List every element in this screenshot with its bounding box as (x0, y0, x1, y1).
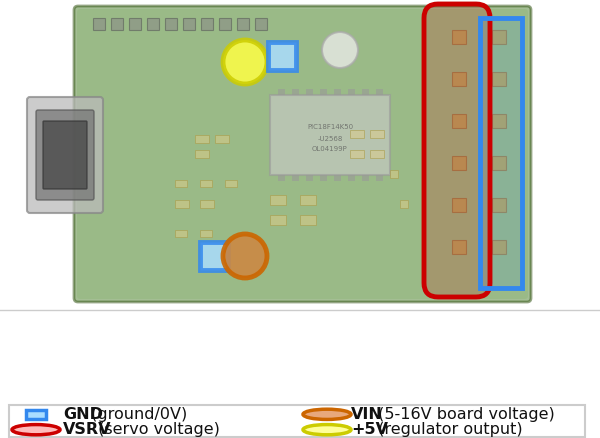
Bar (452, 156, 466, 170)
Bar (292, 89, 299, 95)
FancyBboxPatch shape (77, 9, 528, 299)
Bar (362, 175, 369, 181)
Bar (225, 180, 237, 187)
Bar (400, 200, 408, 208)
Bar (255, 18, 267, 30)
Bar (334, 175, 341, 181)
Text: VIN: VIN (351, 407, 383, 422)
Bar (452, 114, 466, 128)
Bar (175, 230, 187, 237)
Bar (165, 18, 177, 30)
Bar (492, 30, 506, 44)
Circle shape (12, 424, 60, 435)
Bar (111, 18, 123, 30)
Bar (268, 42, 296, 70)
Bar (270, 215, 286, 225)
Bar (452, 30, 466, 44)
Bar (201, 18, 213, 30)
Bar (278, 175, 285, 181)
Bar (480, 18, 522, 288)
Text: GND: GND (63, 407, 103, 422)
Bar (270, 195, 286, 205)
Bar (278, 89, 285, 95)
FancyBboxPatch shape (27, 97, 103, 213)
Bar (480, 18, 522, 288)
Text: OL04199P: OL04199P (312, 146, 348, 152)
Circle shape (303, 424, 351, 435)
Text: (regulator output): (regulator output) (373, 422, 523, 437)
Text: VSRV: VSRV (63, 422, 112, 437)
Bar (306, 175, 313, 181)
Bar (350, 150, 364, 158)
Circle shape (303, 409, 351, 420)
Bar (26, 410, 46, 419)
Bar (362, 89, 369, 95)
Bar (175, 200, 189, 208)
Bar (129, 18, 141, 30)
Text: +5V: +5V (351, 422, 388, 437)
Bar (183, 18, 195, 30)
Bar (320, 89, 327, 95)
FancyBboxPatch shape (36, 110, 94, 200)
Bar (195, 135, 209, 143)
Bar (492, 114, 506, 128)
Bar (452, 240, 466, 254)
Bar (195, 150, 209, 158)
Bar (237, 18, 249, 30)
Bar (147, 18, 159, 30)
Bar (200, 180, 212, 187)
Bar (93, 18, 105, 30)
Bar (452, 72, 466, 86)
FancyBboxPatch shape (74, 6, 531, 302)
Bar (200, 242, 228, 270)
Bar (219, 18, 231, 30)
Bar (492, 240, 506, 254)
Bar (200, 230, 212, 237)
Bar (9, 405, 585, 438)
Bar (492, 72, 506, 86)
Bar (306, 89, 313, 95)
Bar (292, 175, 299, 181)
Text: (5-16V board voltage): (5-16V board voltage) (373, 407, 555, 422)
Bar (300, 215, 316, 225)
Bar (348, 175, 355, 181)
Bar (370, 130, 384, 138)
Bar (300, 195, 316, 205)
Bar (270, 95, 390, 175)
Bar (376, 175, 383, 181)
Bar (376, 89, 383, 95)
Bar (492, 156, 506, 170)
Bar (320, 175, 327, 181)
Circle shape (223, 234, 267, 278)
Bar (200, 200, 214, 208)
Bar (492, 198, 506, 212)
FancyBboxPatch shape (424, 4, 490, 297)
Bar (452, 198, 466, 212)
Text: PIC18F14K50: PIC18F14K50 (307, 124, 353, 130)
Bar (350, 130, 364, 138)
Text: (ground/0V): (ground/0V) (86, 407, 187, 422)
Circle shape (223, 40, 267, 84)
Bar (370, 150, 384, 158)
Text: (servo voltage): (servo voltage) (93, 422, 220, 437)
Circle shape (322, 32, 358, 68)
Bar (215, 135, 229, 143)
Bar (390, 170, 398, 178)
FancyBboxPatch shape (43, 121, 87, 189)
Bar (334, 89, 341, 95)
Text: -U2568: -U2568 (317, 136, 343, 142)
Bar (348, 89, 355, 95)
Bar (175, 180, 187, 187)
